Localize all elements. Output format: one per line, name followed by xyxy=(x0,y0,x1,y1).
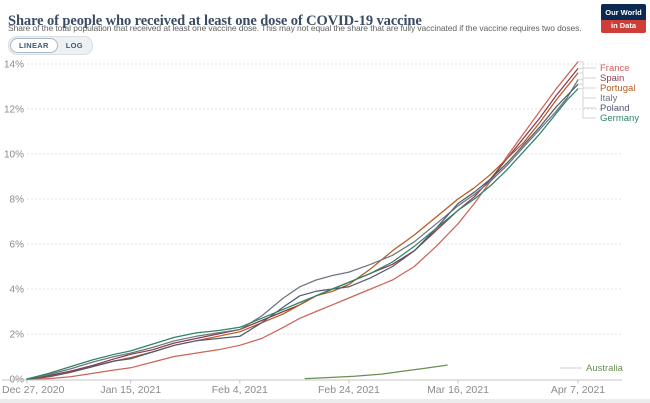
gridlines xyxy=(27,63,622,335)
line-portugal[interactable] xyxy=(26,72,579,380)
legend-connector-france xyxy=(578,61,596,69)
legend-label-poland[interactable]: Poland xyxy=(600,103,630,114)
x-tick-label: Jan 15, 2021 xyxy=(100,384,161,396)
x-tick-label: Feb 24, 2021 xyxy=(318,384,380,396)
line-italy[interactable] xyxy=(26,79,579,380)
owid-logo-line1: Our World xyxy=(601,4,646,20)
legend-connector-germany xyxy=(578,88,596,119)
line-australia[interactable] xyxy=(304,364,448,380)
legend-label-italy[interactable]: Italy xyxy=(600,93,618,104)
x-tick-label: Dec 27, 2020 xyxy=(2,384,65,396)
line-poland[interactable] xyxy=(26,83,579,380)
legend-connector-portugal xyxy=(578,72,596,89)
legend-label-germany[interactable]: Germany xyxy=(600,113,639,124)
legend-label-australia[interactable]: Australia xyxy=(586,363,624,374)
scale-toggle[interactable]: LINEAR LOG xyxy=(8,36,93,55)
owid-logo[interactable]: Our World in Data xyxy=(601,4,646,33)
series-lines xyxy=(26,61,579,380)
linear-scale-button[interactable]: LINEAR xyxy=(10,38,58,53)
y-tick-label: 6% xyxy=(10,240,25,251)
y-axis-labels: 0%2%4%6%8%10%12%14% xyxy=(4,60,24,386)
owid-logo-line2: in Data xyxy=(601,20,646,33)
line-france[interactable] xyxy=(26,61,579,380)
legend-label-spain[interactable]: Spain xyxy=(600,73,624,84)
legend-label-portugal[interactable]: Portugal xyxy=(600,83,635,94)
log-scale-button[interactable]: LOG xyxy=(58,39,91,52)
chart-subtitle: Share of the total population that recei… xyxy=(8,23,582,33)
legend-label-france[interactable]: France xyxy=(600,63,630,74)
x-tick-label: Mar 16, 2021 xyxy=(427,384,489,396)
y-tick-label: 4% xyxy=(10,285,25,296)
x-tick-label: Apr 7, 2021 xyxy=(551,384,605,396)
y-tick-label: 12% xyxy=(4,105,24,116)
line-spain[interactable] xyxy=(26,67,579,380)
y-tick-label: 10% xyxy=(4,150,24,161)
y-tick-label: 2% xyxy=(10,330,25,341)
x-axis-labels: Dec 27, 2020 Jan 15, 2021 Feb 4, 2021 Feb 2… xyxy=(2,380,605,396)
y-tick-label: 8% xyxy=(10,195,25,206)
y-tick-label: 14% xyxy=(4,60,24,71)
page-title: Share of people who received at least on… xyxy=(8,12,422,29)
line-germany[interactable] xyxy=(26,88,579,380)
window-bottom-edge xyxy=(0,399,650,403)
x-tick-label: Feb 4, 2021 xyxy=(212,384,268,396)
